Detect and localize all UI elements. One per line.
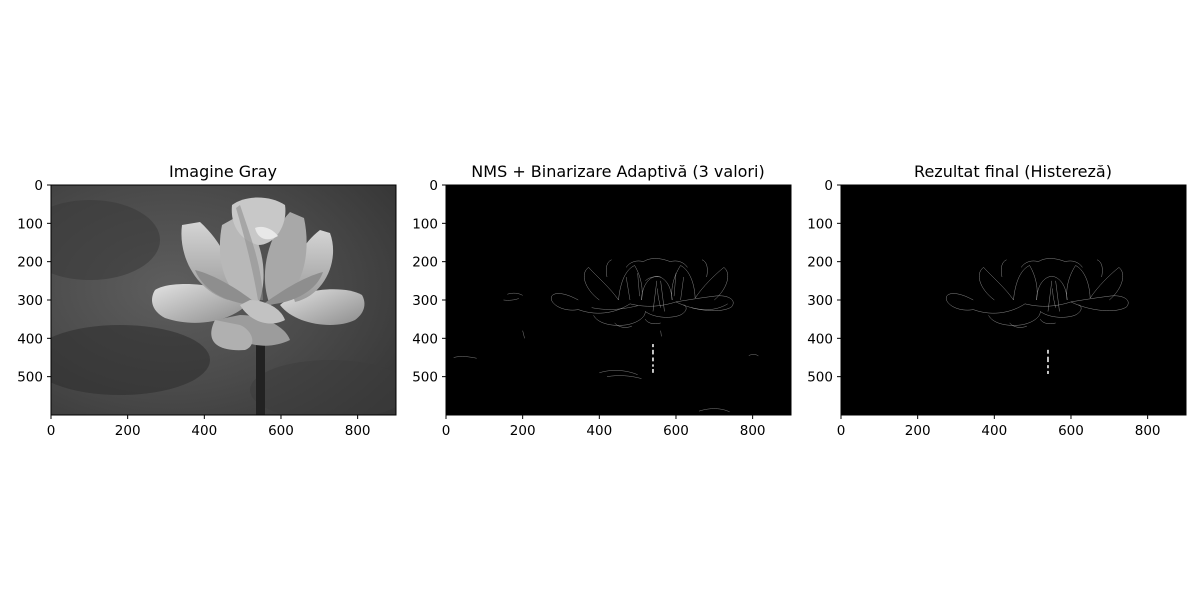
y-tick-label: 500: [807, 370, 833, 386]
panel-hysteresis-result: Rezultat final (Histereză): [840, 162, 1187, 416]
x-tick-label: 0: [442, 423, 451, 439]
panel-title: NMS + Binarizare Adaptivă (3 valori): [471, 162, 764, 181]
y-tick-label: 300: [412, 293, 438, 309]
x-tick-label: 800: [345, 423, 371, 439]
x-tick-label: 800: [1135, 423, 1161, 439]
x-tick-label: 400: [586, 423, 612, 439]
x-tick-label: 600: [268, 423, 294, 439]
hysteresis-edge-map-image: [841, 185, 1186, 415]
axis-ticks: 0 200 400 600 800 0 100 200 300 400 500 0 200 400 600 8…: [17, 178, 1160, 439]
x-tick-label: 0: [837, 423, 846, 439]
y-tick-label: 400: [412, 331, 438, 347]
x-tick-label: 200: [115, 423, 141, 439]
y-tick-label: 400: [17, 331, 43, 347]
y-tick-label: 0: [429, 178, 438, 194]
x-tick-label: 200: [510, 423, 536, 439]
panel-nms-binarization: NMS + Binarizare Adaptivă (3 valori): [445, 162, 792, 416]
x-tick-label: 0: [47, 423, 56, 439]
panel-title: Rezultat final (Histereză): [914, 162, 1112, 181]
y-tick-label: 100: [17, 216, 43, 232]
x-tick-label: 400: [981, 423, 1007, 439]
y-tick-label: 300: [17, 293, 43, 309]
x-tick-label: 600: [1058, 423, 1084, 439]
x-tick-label: 200: [905, 423, 931, 439]
y-tick-label: 200: [17, 255, 43, 271]
y-tick-label: 100: [807, 216, 833, 232]
grayscale-lotus-image: [51, 185, 396, 415]
y-tick-label: 400: [807, 331, 833, 347]
y-tick-label: 300: [807, 293, 833, 309]
y-tick-label: 100: [412, 216, 438, 232]
y-tick-label: 500: [17, 370, 43, 386]
nms-edge-map-image: [446, 185, 791, 415]
panel-grayscale: Imagine Gray: [50, 162, 397, 416]
panel-title: Imagine Gray: [169, 162, 277, 181]
y-tick-label: 200: [807, 255, 833, 271]
y-tick-label: 500: [412, 370, 438, 386]
y-tick-label: 0: [824, 178, 833, 194]
x-tick-label: 600: [663, 423, 689, 439]
y-tick-label: 200: [412, 255, 438, 271]
x-tick-label: 400: [191, 423, 217, 439]
x-tick-label: 800: [740, 423, 766, 439]
y-tick-label: 0: [34, 178, 43, 194]
